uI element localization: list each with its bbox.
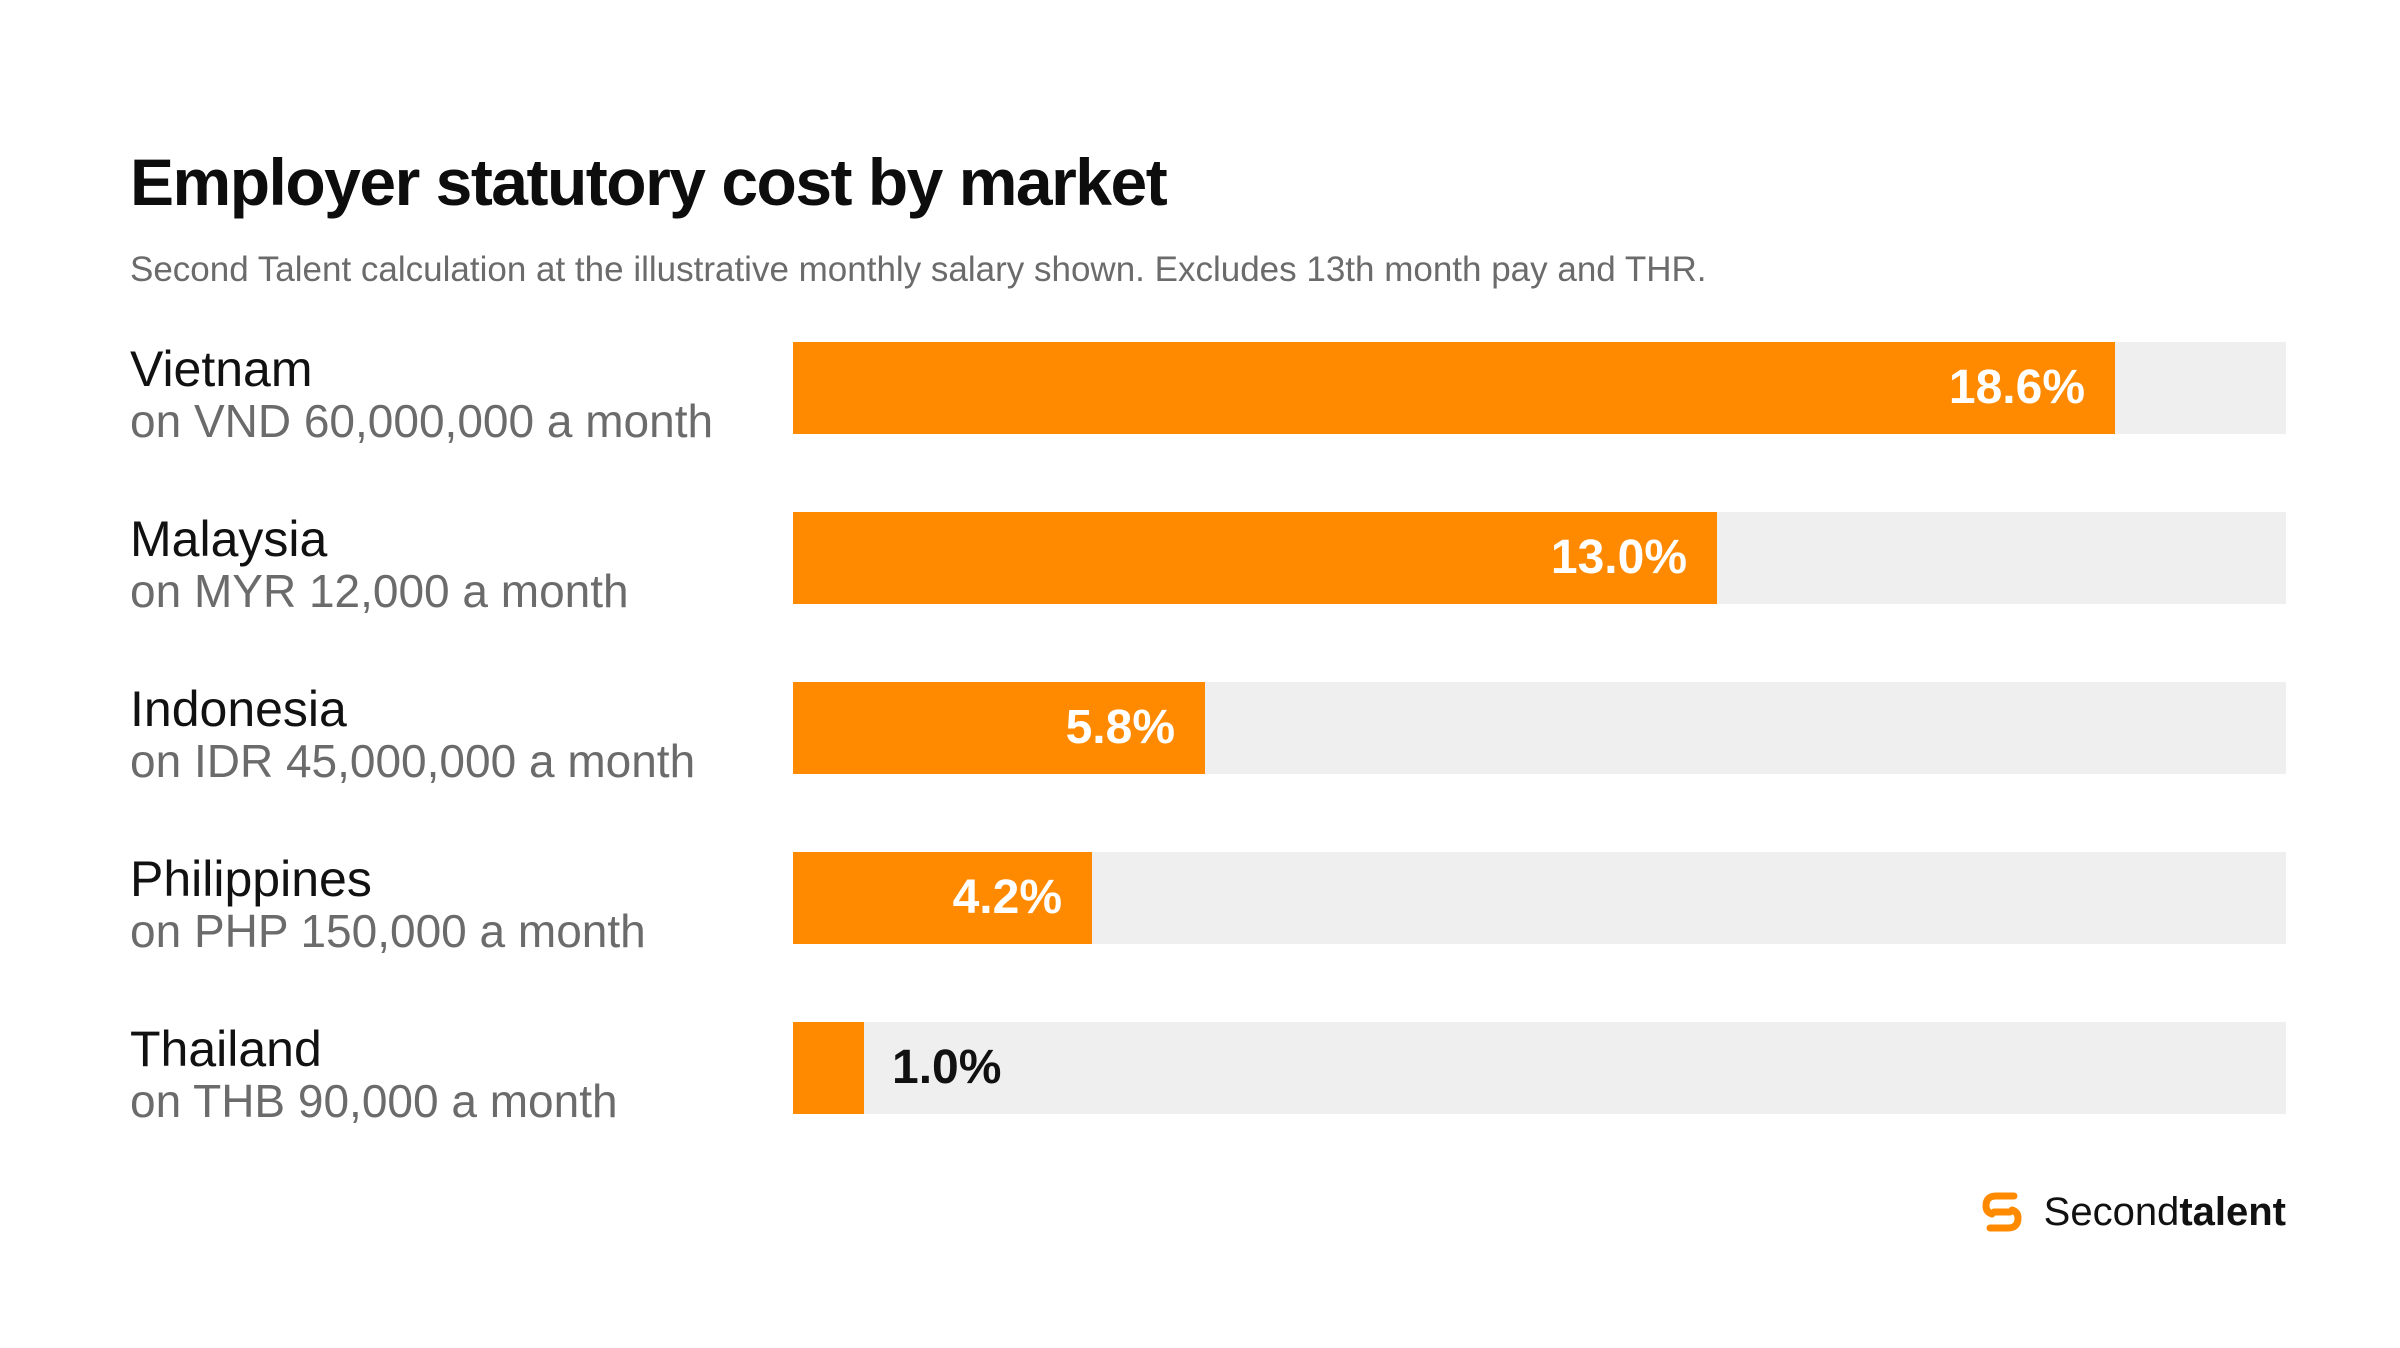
brand-name: Secondtalent bbox=[2044, 1190, 2286, 1235]
category-label: Vietnam bbox=[130, 341, 313, 397]
bar bbox=[793, 342, 2115, 434]
chart-row: Indonesia on IDR 45,000,000 a month 5.8% bbox=[0, 681, 2400, 812]
chart-row: Philippines on PHP 150,000 a month 4.2% bbox=[0, 851, 2400, 982]
category-sublabel: on IDR 45,000,000 a month bbox=[130, 735, 696, 787]
brand-name-regular: Second bbox=[2043, 1189, 2180, 1234]
chart-row: Thailand on THB 90,000 a month 1.0% bbox=[0, 1021, 2400, 1152]
bar-track: 18.6% bbox=[793, 342, 2286, 434]
category-sublabel: on THB 90,000 a month bbox=[130, 1075, 618, 1127]
bar-track: 5.8% bbox=[793, 682, 2286, 774]
bar-value-label: 5.8% bbox=[1065, 701, 1175, 754]
brand-name-bold: talent bbox=[2179, 1189, 2286, 1234]
bar-value-label: 4.2% bbox=[952, 871, 1062, 924]
chart-title: Employer statutory cost by market bbox=[130, 145, 1168, 219]
category-label: Philippines bbox=[130, 851, 372, 907]
bar-value-label: 18.6% bbox=[1948, 361, 2085, 414]
bar bbox=[793, 1022, 864, 1114]
chart-row: Malaysia on MYR 12,000 a month 13.0% bbox=[0, 511, 2400, 642]
category-label: Malaysia bbox=[130, 511, 328, 567]
chart-subtitle: Second Talent calculation at the illustr… bbox=[130, 250, 1707, 289]
bar-value-label: 13.0% bbox=[1550, 531, 1687, 584]
bar bbox=[793, 852, 1092, 944]
brand-logo: Secondtalent bbox=[1974, 1182, 2286, 1242]
category-sublabel: on PHP 150,000 a month bbox=[130, 905, 646, 957]
bar-track: 13.0% bbox=[793, 512, 2286, 604]
bar-track: 1.0% bbox=[793, 1022, 2286, 1114]
bar-track: 4.2% bbox=[793, 852, 2286, 944]
bar bbox=[793, 512, 1717, 604]
category-label: Thailand bbox=[130, 1021, 322, 1077]
bar-value-label: 1.0% bbox=[892, 1041, 1002, 1094]
secondtalent-logo-icon bbox=[1982, 1192, 2022, 1232]
category-sublabel: on VND 60,000,000 a month bbox=[130, 395, 714, 447]
category-label: Indonesia bbox=[130, 681, 347, 737]
bar bbox=[793, 682, 1205, 774]
category-sublabel: on MYR 12,000 a month bbox=[130, 565, 629, 617]
chart-row: Vietnam on VND 60,000,000 a month 18.6% bbox=[0, 341, 2400, 472]
